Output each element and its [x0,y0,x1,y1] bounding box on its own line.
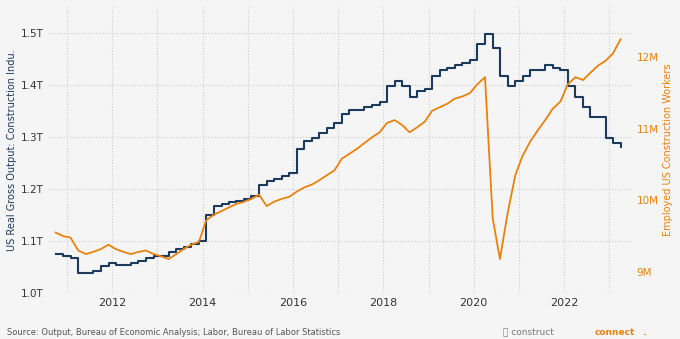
Text: Source: Output, Bureau of Economic Analysis; Labor, Bureau of Labor Statistics: Source: Output, Bureau of Economic Analy… [7,328,340,337]
Text: ⓘ construct: ⓘ construct [503,328,554,337]
Y-axis label: Employed US Construction Workers: Employed US Construction Workers [663,64,673,237]
Text: connect: connect [595,328,635,337]
Text: .: . [643,328,646,337]
Y-axis label: US Real Gross Output: Construction Indu.: US Real Gross Output: Construction Indu. [7,49,17,251]
